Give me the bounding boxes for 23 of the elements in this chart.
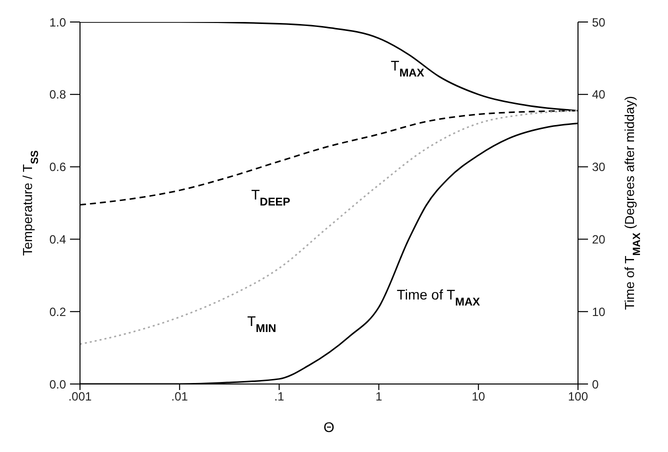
x-tick-label: 10 xyxy=(472,390,486,404)
y-tick-label: 0.2 xyxy=(49,304,66,319)
y-tick-label: 1.0 xyxy=(49,15,66,30)
y2-tick-label: 30 xyxy=(592,160,606,174)
y-tick-label: 0.0 xyxy=(49,377,66,392)
y2-tick-label: 40 xyxy=(592,88,606,102)
x-tick-label: .001 xyxy=(68,390,92,404)
x-tick-label: .01 xyxy=(171,390,188,404)
y-tick-label: 0.6 xyxy=(49,160,66,174)
y2-tick-label: 10 xyxy=(592,304,606,319)
x-axis-title: Θ xyxy=(324,419,335,435)
series-label: T$_{MAX}$ xyxy=(390,57,425,80)
y2-tick-label: 0 xyxy=(592,377,599,392)
x-tick-label: 100 xyxy=(568,390,588,404)
y-tick-label: 0.4 xyxy=(49,232,66,246)
y2-tick-label: 50 xyxy=(592,15,606,30)
series-label: T$_{MIN}$ xyxy=(247,313,276,336)
y2-tick-label: 20 xyxy=(592,232,606,246)
y-tick-label: 0.8 xyxy=(49,88,66,102)
series-label: Time of T$_{MAX}$ xyxy=(396,286,481,308)
series-label: T$_{DEEP}$ xyxy=(251,186,291,208)
x-tick-label: .1 xyxy=(274,390,285,404)
x-tick-label: 1 xyxy=(375,390,382,404)
